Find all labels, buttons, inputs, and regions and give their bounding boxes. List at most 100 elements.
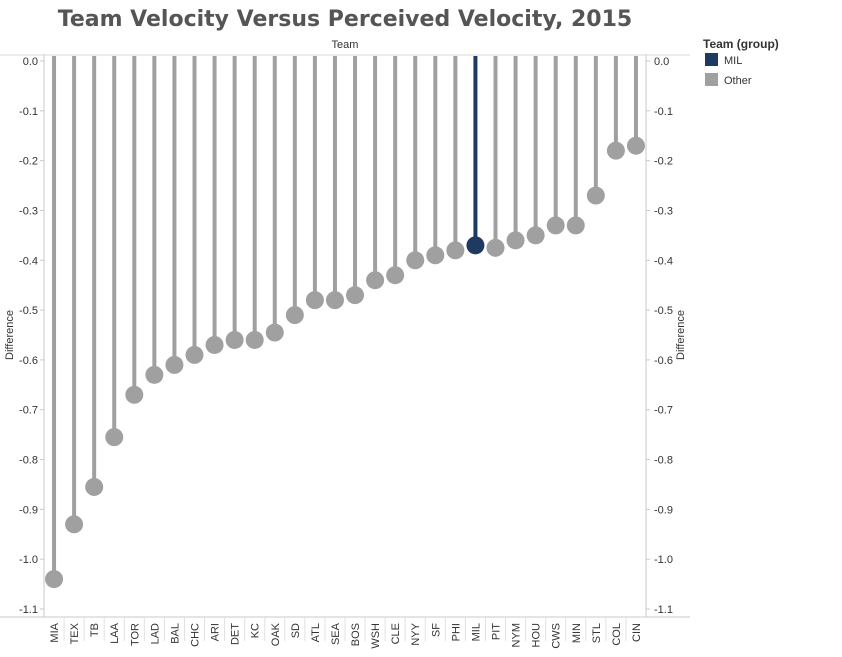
left-tick-label: -0.2 bbox=[19, 156, 38, 168]
dot-cws bbox=[546, 216, 565, 235]
right-tick-label: -0.5 bbox=[654, 305, 673, 317]
dot-stl bbox=[586, 186, 605, 205]
dot-bal bbox=[165, 355, 184, 374]
dot-nyy bbox=[406, 251, 425, 270]
x-tick-label-bal: BAL bbox=[169, 623, 181, 644]
dot-phi bbox=[446, 241, 465, 260]
right-tick-label: -1.0 bbox=[654, 554, 673, 566]
left-tick-label: -0.4 bbox=[19, 255, 38, 267]
x-tick-label-stl: STL bbox=[591, 623, 603, 643]
dot-hou bbox=[526, 226, 545, 245]
dot-det bbox=[225, 330, 244, 349]
x-tick-label-wsh: WSH bbox=[370, 623, 382, 649]
left-tick-label: -0.3 bbox=[19, 205, 38, 217]
x-tick-label-cin: CIN bbox=[631, 623, 643, 642]
axes bbox=[0, 54, 690, 618]
x-tick-label-sd: SD bbox=[290, 623, 302, 638]
x-tick-label-hou: HOU bbox=[531, 623, 543, 648]
dot-mia bbox=[45, 570, 64, 589]
dot-tor bbox=[125, 385, 144, 404]
x-tick-label-phi: PHI bbox=[450, 623, 462, 641]
chart-title: Team Velocity Versus Perceived Velocity,… bbox=[58, 7, 632, 32]
dot-min bbox=[566, 216, 585, 235]
x-tick-label-lad: LAD bbox=[149, 623, 161, 644]
lollipop-dots bbox=[45, 136, 645, 589]
legend-title: Team (group) bbox=[703, 37, 779, 51]
dot-cin bbox=[626, 136, 645, 155]
left-tick-label: -1.0 bbox=[19, 554, 38, 566]
right-y-axis: 0.0 -0.1 -0.2 -0.3 -0.4 -0.5 -0.6 -0.7 -0.8 -0.9 -… bbox=[646, 56, 673, 616]
dot-laa bbox=[105, 428, 124, 447]
right-tick-label: -1.1 bbox=[654, 604, 673, 616]
x-axis-title: Team bbox=[332, 39, 359, 51]
right-tick-label: 0.0 bbox=[654, 56, 669, 68]
x-tick-label-oak: OAK bbox=[270, 622, 282, 646]
dot-sd bbox=[285, 306, 304, 325]
x-tick-label-tb: TB bbox=[89, 623, 101, 637]
left-tick-label: 0.0 bbox=[23, 56, 38, 68]
dot-cle bbox=[386, 266, 405, 285]
x-tick-label-sea: SEA bbox=[330, 622, 342, 645]
left-tick-label: -0.9 bbox=[19, 504, 38, 516]
x-tick-label-pit: PIT bbox=[491, 623, 503, 640]
dot-sea bbox=[325, 291, 344, 310]
dot-ari bbox=[205, 335, 224, 354]
x-tick-label-nyy: NYY bbox=[410, 622, 422, 645]
right-tick-label: -0.4 bbox=[654, 255, 673, 267]
right-tick-label: -0.8 bbox=[654, 455, 673, 467]
x-tick-label-mil: MIL bbox=[470, 623, 482, 641]
y-axis-title-right: Difference bbox=[675, 310, 687, 360]
right-tick-label: -0.3 bbox=[654, 205, 673, 217]
legend: Team (group) MIL Other bbox=[703, 37, 779, 87]
dot-pit bbox=[486, 238, 505, 257]
dot-nym bbox=[506, 231, 525, 250]
x-tick-label-cws: CWS bbox=[551, 623, 563, 649]
x-tick-label-laa: LAA bbox=[109, 622, 121, 643]
x-tick-label-bos: BOS bbox=[350, 623, 362, 646]
x-tick-label-col: COL bbox=[611, 623, 623, 646]
dot-chc bbox=[185, 345, 204, 364]
legend-label-other: Other bbox=[724, 75, 752, 87]
dot-tb bbox=[85, 477, 104, 496]
dot-col bbox=[606, 141, 625, 160]
lollipop-stems bbox=[52, 56, 638, 580]
right-tick-label: -0.9 bbox=[654, 504, 673, 516]
left-tick-label: -0.7 bbox=[19, 405, 38, 417]
left-tick-label: -0.6 bbox=[19, 355, 38, 367]
dot-oak bbox=[265, 323, 284, 342]
legend-swatch-mil bbox=[705, 53, 718, 66]
x-tick-label-mia: MIA bbox=[49, 622, 61, 642]
x-tick-label-tor: TOR bbox=[129, 623, 141, 646]
legend-label-mil: MIL bbox=[724, 55, 742, 67]
x-tick-labels: MIA TEX TB LAA TOR LAD BAL CHC ARI DET KC OAK SD ATL S… bbox=[49, 617, 643, 649]
dot-wsh bbox=[366, 271, 385, 290]
dot-tex bbox=[65, 515, 84, 534]
x-tick-label-cle: CLE bbox=[390, 623, 402, 644]
left-tick-label: -1.1 bbox=[19, 604, 38, 616]
dot-bos bbox=[346, 286, 365, 305]
dot-atl bbox=[305, 291, 324, 310]
left-tick-label: -0.1 bbox=[19, 106, 38, 118]
x-tick-label-chc: CHC bbox=[190, 623, 202, 647]
dot-kc bbox=[245, 330, 264, 349]
x-tick-label-kc: KC bbox=[250, 623, 262, 638]
x-tick-label-nym: NYM bbox=[511, 623, 523, 647]
dot-mil bbox=[466, 236, 485, 255]
x-tick-label-min: MIN bbox=[571, 623, 583, 643]
right-tick-label: -0.2 bbox=[654, 156, 673, 168]
y-axis-title-left: Difference bbox=[4, 310, 16, 360]
left-tick-label: -0.5 bbox=[19, 305, 38, 317]
left-tick-label: -0.8 bbox=[19, 455, 38, 467]
x-tick-label-sf: SF bbox=[430, 623, 442, 637]
right-tick-label: -0.7 bbox=[654, 405, 673, 417]
left-y-axis: 0.0 -0.1 -0.2 -0.3 -0.4 -0.5 -0.6 -0.7 -0.8 -0.9 -… bbox=[19, 56, 44, 616]
right-tick-label: -0.1 bbox=[654, 106, 673, 118]
right-tick-label: -0.6 bbox=[654, 355, 673, 367]
dot-lad bbox=[145, 365, 164, 384]
x-tick-label-det: DET bbox=[230, 623, 242, 645]
x-tick-label-tex: TEX bbox=[69, 622, 81, 644]
dot-sf bbox=[426, 246, 445, 265]
x-tick-label-ari: ARI bbox=[210, 623, 222, 641]
legend-swatch-other bbox=[705, 73, 718, 86]
